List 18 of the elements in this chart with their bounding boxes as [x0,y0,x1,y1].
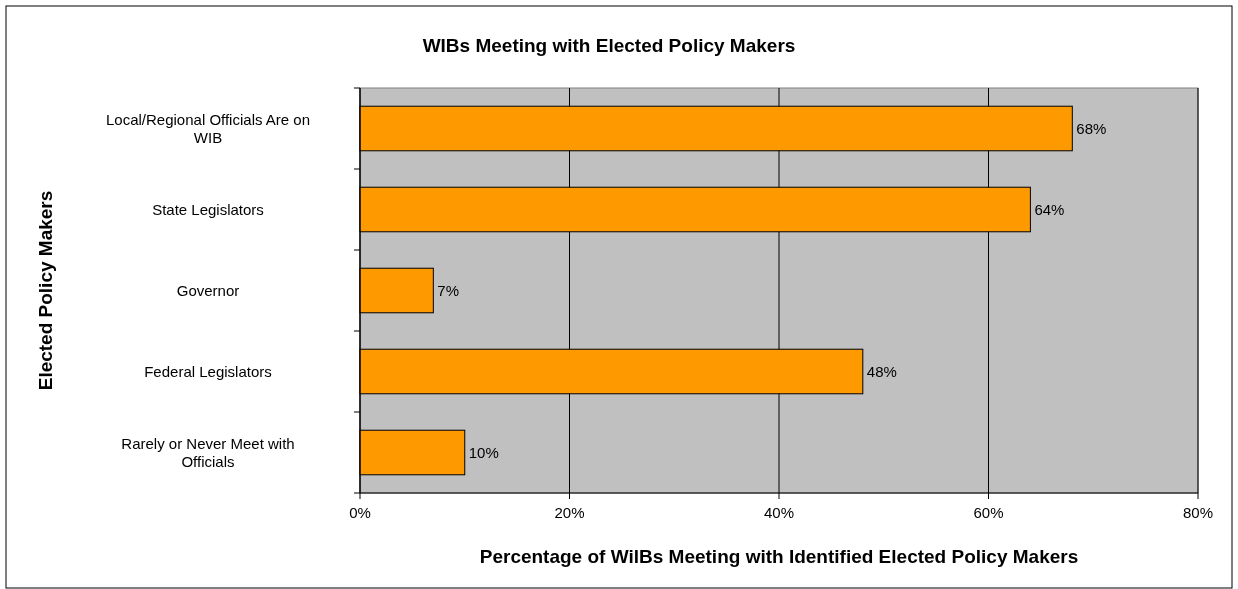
y-tick-label: State Legislators [152,200,264,218]
x-tick-label: 40% [763,504,795,521]
y-tick-label: Rarely or Never Meet with Officials [121,434,295,470]
data-label: 64% [1034,200,1065,218]
data-label: 10% [468,443,499,461]
data-label: 7% [437,281,460,299]
data-label: 68% [1076,119,1107,137]
chart-title: WIBs Meeting with Elected Policy Makers [422,35,796,56]
y-axis-title: Elected Policy Makers [35,190,56,391]
x-tick-label: 20% [554,504,585,521]
x-tick-label: 60% [973,504,1004,521]
y-tick-label: Local/Regional Officials Are on WIB [105,110,311,146]
x-tick-label: 0% [349,504,371,521]
x-tick-label: 80% [1182,504,1214,521]
y-tick-label: Governor [176,281,240,299]
y-tick-label: Federal Legislators [144,362,272,380]
data-label: 48% [866,362,897,380]
x-axis-title: Percentage of WilBs Meeting with Identified Elected Policy Makers [479,546,1079,567]
